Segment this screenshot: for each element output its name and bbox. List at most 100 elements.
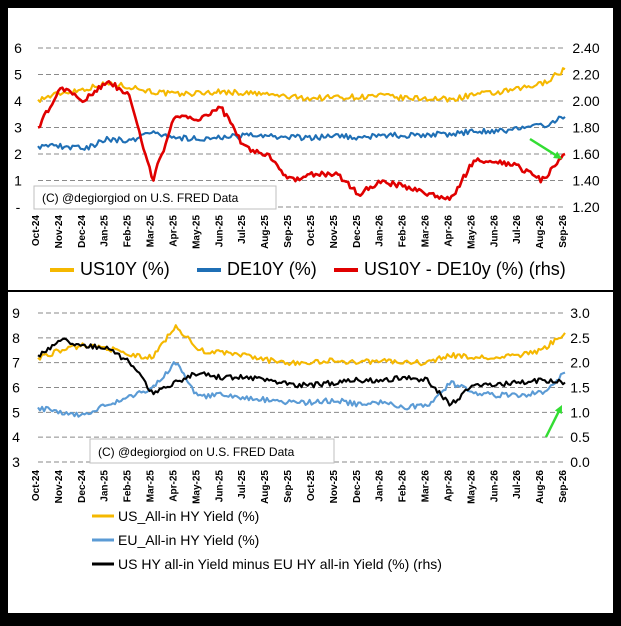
- legend-label: US10Y (%): [80, 259, 170, 279]
- x-tick-label: May-26: [466, 215, 477, 249]
- x-tick-label: Aug-26: [535, 470, 546, 504]
- x-tick-label: Sep-26: [558, 215, 569, 248]
- y-right-tick-label: 2.40: [572, 40, 599, 56]
- x-tick-label: Jul-26: [512, 215, 523, 244]
- x-tick-label: Jul-26: [512, 470, 523, 499]
- x-tick-label: May-25: [191, 215, 202, 249]
- x-tick-label: Mar-25: [146, 215, 157, 248]
- x-tick-label: Nov-25: [329, 215, 340, 249]
- series-line-2: [37, 361, 566, 418]
- trend-arrow: [544, 408, 562, 438]
- x-tick-label: Dec-24: [77, 470, 88, 503]
- x-tick-label: Mar-26: [421, 215, 432, 248]
- x-tick-label: Dec-25: [352, 470, 363, 503]
- x-tick-label: Jan-26: [375, 215, 386, 247]
- chart-panel-2: 3 4 5 6 7 8 9 0.0 0.5 1.0 1.5 2.0 2.5 3.0 Oct-24 Nov-24…: [12, 305, 590, 572]
- x-tick-label: Apr-25: [168, 215, 179, 247]
- x-tick-label: Jul-25: [237, 215, 248, 244]
- y-right-tick-label: 1.40: [572, 173, 599, 189]
- y-left-tick-label: 1: [14, 173, 22, 189]
- x-tick-label: Feb-26: [398, 470, 409, 503]
- x-tick-label: Jun-25: [214, 470, 225, 503]
- annotation-box: [89, 438, 335, 464]
- x-tick-label: May-26: [466, 470, 477, 504]
- x-tick-label: Apr-26: [443, 215, 454, 247]
- trend-arrowhead: [554, 405, 562, 414]
- chart-panel-1: - 1 2 3 4 5 6 1.20 1.40 1.60 1.80 2.00 2.20 2.40 Oct-2…: [14, 40, 600, 279]
- y-right-tick-label: 1.20: [572, 199, 599, 215]
- trend-arrow: [529, 137, 560, 158]
- x-tick-label: Feb-25: [123, 215, 134, 248]
- annotation-text: (C) @degiorgiod on U.S. FRED Data: [98, 445, 295, 459]
- legend-label: US_All-in HY Yield (%): [118, 508, 259, 524]
- y-right-tick-label: 2.00: [572, 93, 599, 109]
- y-left-tick-label: -: [16, 199, 21, 215]
- y-left-tick-label: 5: [14, 67, 22, 83]
- legend-label: DE10Y (%): [227, 259, 317, 279]
- x-tick-label: Nov-25: [329, 470, 340, 504]
- y-right-tick-label: 1.80: [572, 120, 599, 136]
- x-tick-label: Nov-24: [54, 215, 65, 249]
- x-tick-label: Mar-25: [146, 470, 157, 503]
- y-right-tick-label: 0.5: [570, 429, 590, 445]
- x-tick-label: Feb-26: [398, 215, 409, 248]
- y-right-tick-label: 3.0: [570, 305, 590, 321]
- x-tick-label: Jan-26: [375, 470, 386, 502]
- x-tick-label: Jan-25: [100, 470, 111, 502]
- y-left-tick-label: 3: [12, 454, 20, 470]
- legend-label: US HY all-in Yield minus EU HY all-in Yi…: [118, 556, 442, 572]
- y-right-tick-label: 2.5: [570, 330, 590, 346]
- legend-label: EU_All-in HY Yield (%): [118, 532, 259, 548]
- x-tick-label: Apr-25: [168, 470, 179, 502]
- x-tick-label: Jan-25: [100, 215, 111, 247]
- x-tick-label: Oct-24: [31, 215, 42, 247]
- y-right-tick-label: 1.0: [570, 404, 590, 420]
- x-tick-label: May-25: [191, 470, 202, 504]
- series-line-1: [37, 324, 566, 367]
- y-left-tick-label: 3: [14, 120, 22, 136]
- x-tick-label: Apr-26: [443, 470, 454, 502]
- x-tick-label: Jun-25: [214, 215, 225, 248]
- x-tick-label: Aug-25: [260, 215, 271, 249]
- x-tick-label: Aug-25: [260, 470, 271, 504]
- y-left-tick-label: 6: [12, 380, 20, 396]
- x-tick-label: Oct-25: [306, 470, 317, 502]
- y-right-tick-label: 2.20: [572, 67, 599, 83]
- y-left-tick-label: 4: [12, 429, 20, 445]
- x-tick-label: Jun-26: [489, 470, 500, 503]
- x-tick-label: Sep-26: [558, 470, 569, 503]
- series-line-2: [37, 115, 566, 151]
- y-right-tick-label: 0.0: [570, 454, 590, 470]
- x-tick-label: Sep-25: [283, 215, 294, 248]
- x-tick-label: Mar-26: [421, 470, 432, 503]
- legend-label: US10Y - DE10y (%) (rhs): [364, 259, 566, 279]
- x-tick-label: Sep-25: [283, 470, 294, 503]
- annotation-text: (C) @degiorgiod on U.S. FRED Data: [42, 191, 239, 205]
- x-tick-label: Dec-25: [352, 215, 363, 248]
- x-tick-label: Aug-26: [535, 215, 546, 249]
- y-left-tick-label: 4: [14, 93, 22, 109]
- figure-background: [8, 8, 613, 613]
- x-tick-label: Jul-25: [237, 470, 248, 499]
- x-tick-label: Jun-26: [489, 215, 500, 248]
- y-left-tick-label: 6: [14, 40, 22, 56]
- series-line-1: [37, 67, 566, 103]
- annotation-box: [33, 185, 277, 210]
- x-tick-label: Oct-25: [306, 215, 317, 247]
- x-tick-label: Nov-24: [54, 470, 65, 504]
- x-tick-label: Oct-24: [31, 470, 42, 502]
- x-tick-label: Feb-25: [123, 470, 134, 503]
- series-line-3: [37, 337, 566, 407]
- y-left-tick-label: 7: [12, 355, 20, 371]
- y-left-tick-label: 2: [14, 146, 22, 162]
- y-left-tick-label: 5: [12, 404, 20, 420]
- trend-arrowhead: [553, 151, 562, 159]
- y-right-tick-label: 1.60: [572, 146, 599, 162]
- y-right-tick-label: 2.0: [570, 355, 590, 371]
- y-left-tick-label: 9: [12, 305, 20, 321]
- series-line-3: [37, 80, 566, 201]
- x-tick-label: Dec-24: [77, 215, 88, 248]
- y-right-tick-label: 1.5: [570, 380, 590, 396]
